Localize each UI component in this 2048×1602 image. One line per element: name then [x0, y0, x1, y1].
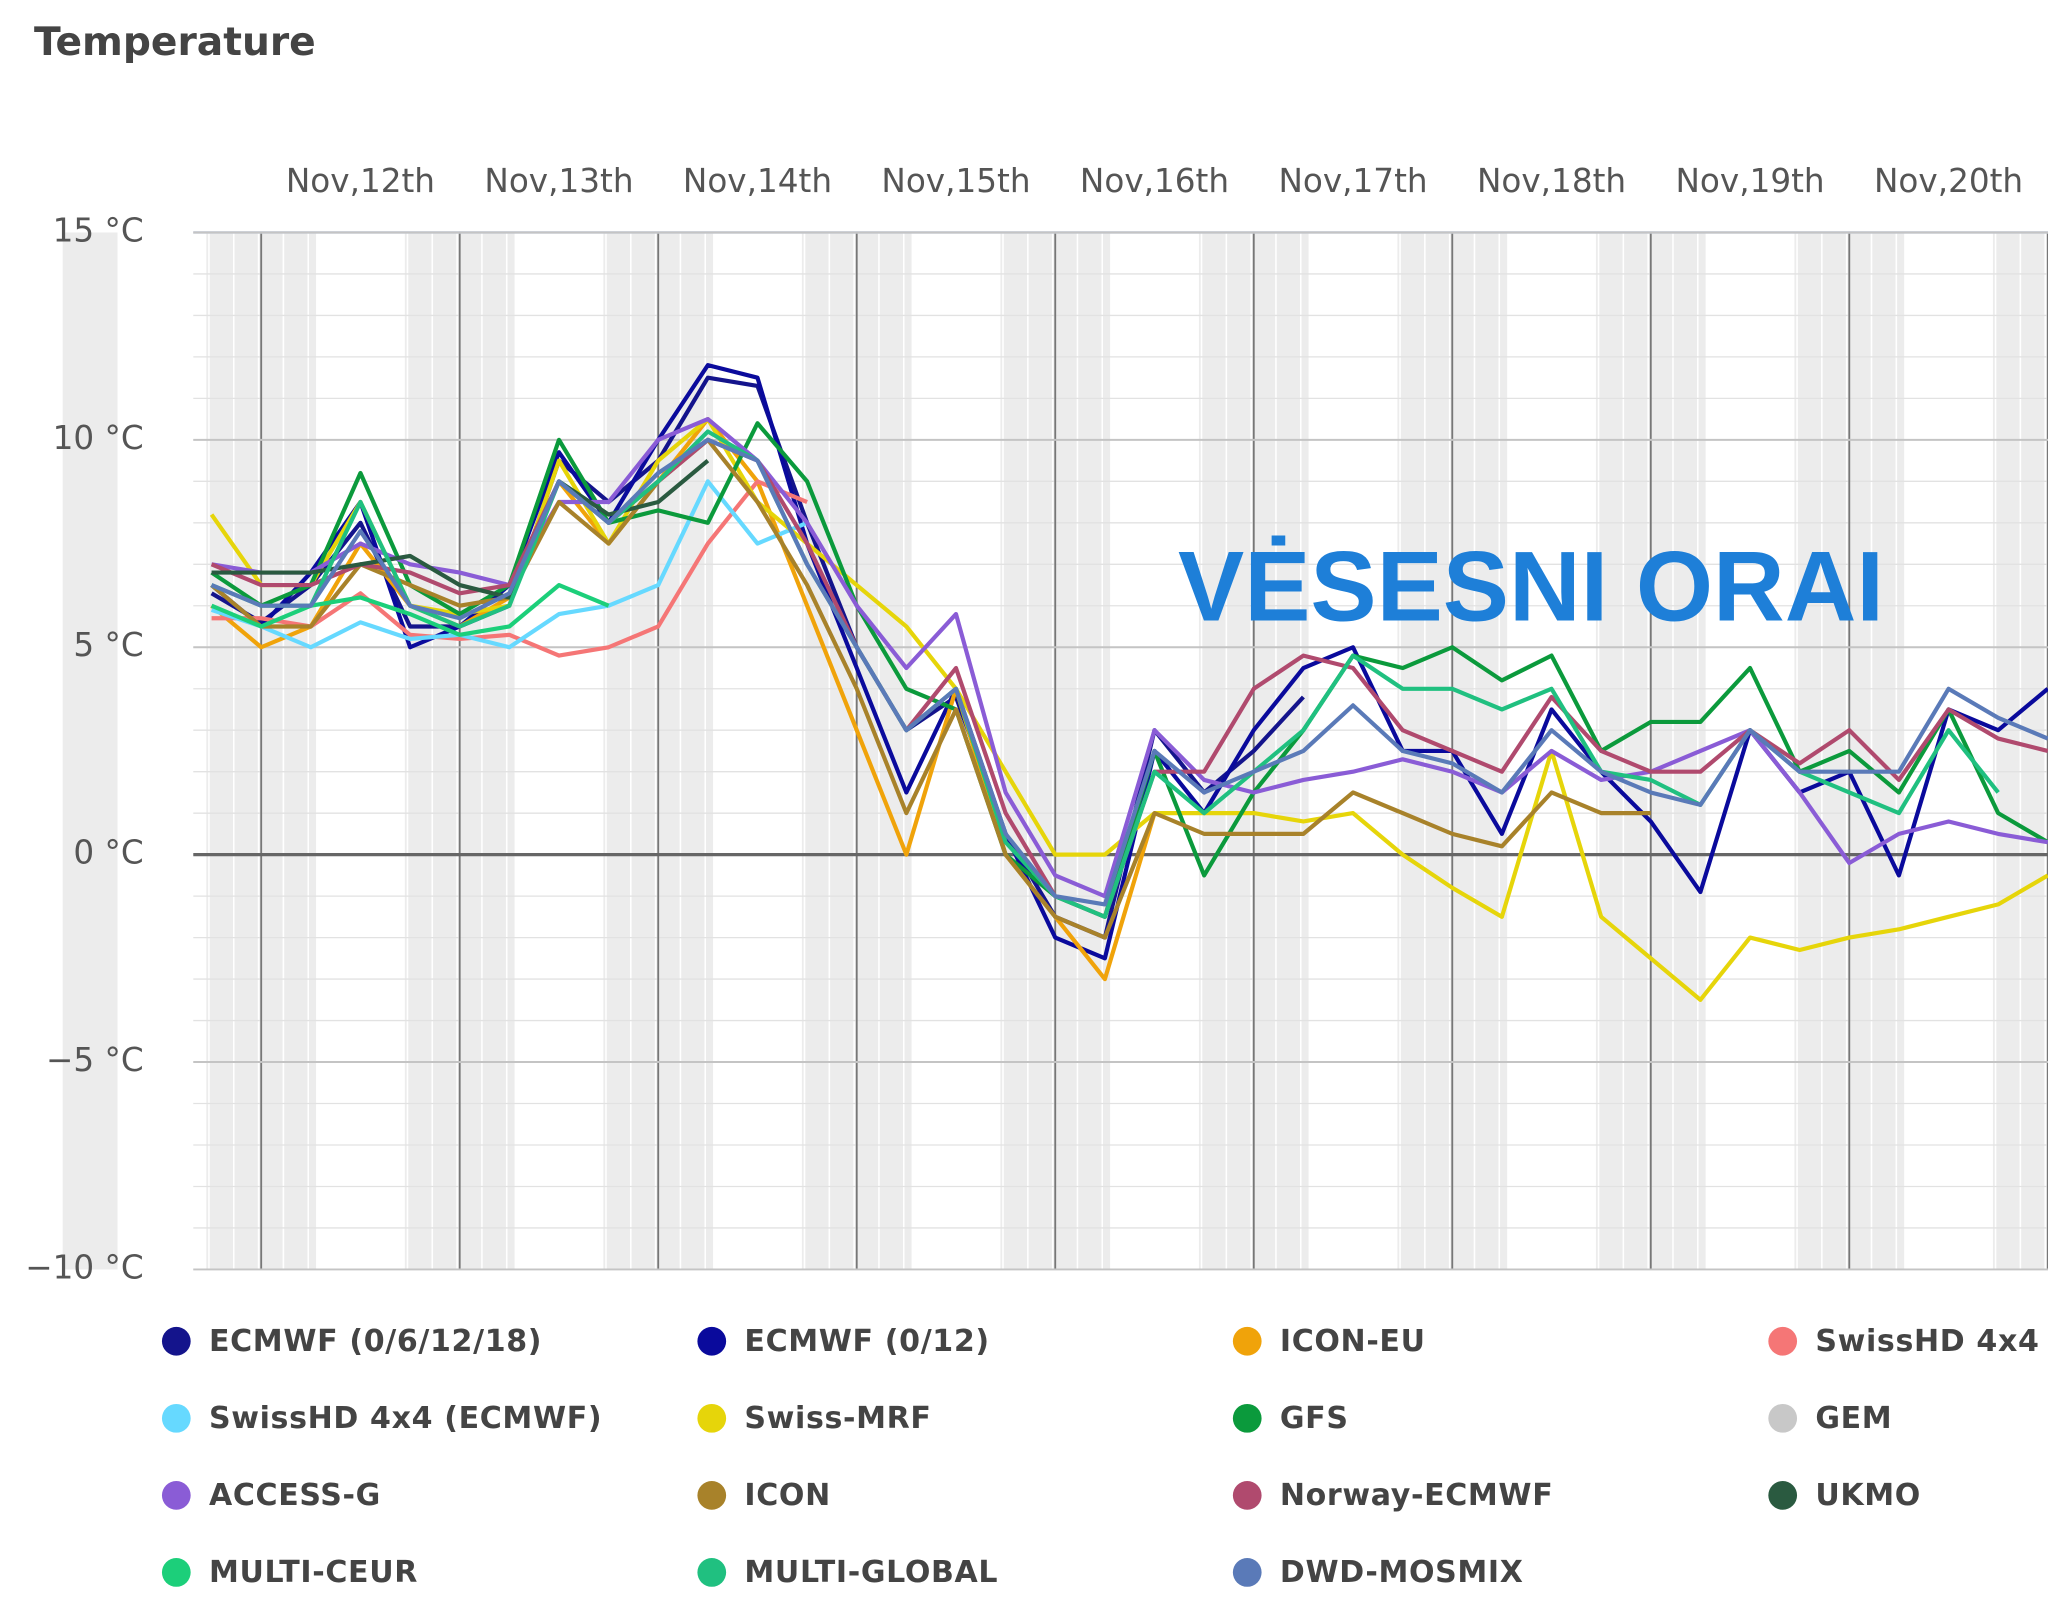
night-band [1849, 232, 1905, 1270]
legend-item[interactable]: SwissHD 4x4 (ECMWF) [161, 1401, 602, 1436]
series-line [210, 479, 808, 650]
night-band [62, 232, 118, 1270]
legend-label: GEM [1815, 1401, 1892, 1436]
chart-body: Temperature 15 °C 10 °C 5 °C 0 °C −5 °C −10 °… [25, 20, 2048, 1590]
legend-label: Norway-ECMWF [1280, 1478, 1553, 1513]
legend-item[interactable]: ACCESS-G [161, 1478, 381, 1513]
legend-label: SwissHD 4x4 (ECMWF) [209, 1401, 602, 1436]
legend-swatch [1232, 1326, 1262, 1356]
x-tick-label: Nov,17th [1278, 162, 1427, 200]
legend-swatch [1232, 1403, 1262, 1433]
annotation: VĖSESNI ORAI [1178, 531, 1884, 642]
series-line [210, 582, 610, 637]
legend-label: Swiss-MRF [744, 1401, 931, 1436]
night-band [261, 232, 317, 1270]
legend-item[interactable]: ECMWF (0/12) [697, 1324, 989, 1359]
legend-swatch [1768, 1403, 1798, 1433]
legend-label: SwissHD 4x4 [1815, 1324, 2039, 1359]
y-tick-label: 10 °C [53, 419, 144, 457]
legend: ECMWF (0/6/12/18) ECMWF (0/12) ICON-EU Swis… [161, 1324, 2039, 1590]
legend-swatch [697, 1403, 727, 1433]
legend-swatch [697, 1481, 727, 1510]
series-lines [209, 363, 2048, 1002]
legend-label: ICON [744, 1478, 830, 1513]
y-tick-label: 5 °C [73, 626, 143, 664]
legend-swatch [1768, 1326, 1798, 1356]
legend-label: ECMWF (0/6/12/18) [209, 1324, 542, 1359]
legend-swatch [161, 1558, 191, 1587]
x-tick-label: Nov,20th [1874, 162, 2023, 200]
legend-swatch [161, 1403, 191, 1433]
x-tick-label: Nov,13th [484, 162, 633, 200]
legend-item[interactable]: SwissHD 4x4 [1768, 1324, 2039, 1359]
series-line [210, 437, 2048, 907]
legend-label: MULTI-GLOBAL [744, 1555, 998, 1590]
x-tick-label: Nov,16th [1080, 162, 1229, 200]
x-tick-label: Nov,14th [683, 162, 832, 200]
night-band [658, 232, 714, 1270]
series-line [210, 437, 1651, 940]
legend-item[interactable]: MULTI-CEUR [161, 1555, 418, 1590]
legend-item[interactable]: ICON-EU [1232, 1324, 1426, 1359]
legend-label: ACCESS-G [209, 1478, 381, 1513]
legend-item[interactable]: MULTI-GLOBAL [697, 1555, 998, 1590]
legend-label: GFS [1280, 1401, 1349, 1436]
legend-label: ICON-EU [1280, 1324, 1426, 1359]
legend-item[interactable]: ECMWF (0/6/12/18) [161, 1324, 542, 1359]
legend-item[interactable]: GFS [1232, 1401, 1349, 1436]
legend-item[interactable]: Norway-ECMWF [1232, 1478, 1554, 1513]
legend-swatch [161, 1481, 191, 1510]
night-band [1055, 232, 1111, 1270]
legend-swatch [1232, 1481, 1262, 1510]
legend-item[interactable]: DWD-MOSMIX [1232, 1555, 1524, 1590]
legend-item[interactable]: ICON [697, 1478, 830, 1513]
legend-label: UKMO [1815, 1478, 1921, 1513]
night-band [459, 232, 515, 1270]
legend-item[interactable]: GEM [1768, 1401, 1892, 1436]
legend-swatch [697, 1326, 727, 1356]
x-tick-label: Nov,12th [286, 162, 435, 200]
y-tick-label: 0 °C [73, 834, 143, 872]
legend-item[interactable]: Swiss-MRF [697, 1401, 931, 1436]
y-tick-label: −5 °C [46, 1041, 144, 1079]
chart-title: Temperature [34, 20, 316, 65]
legend-label: ECMWF (0/12) [744, 1324, 989, 1359]
legend-swatch [697, 1558, 727, 1587]
x-tick-label: Nov,19th [1675, 162, 1824, 200]
legend-swatch [1768, 1481, 1798, 1510]
legend-swatch [161, 1326, 191, 1356]
night-band [1452, 232, 1508, 1270]
y-tick-label: 15 °C [53, 211, 144, 249]
y-tick-label: −10 °C [25, 1248, 143, 1286]
x-tick-label: Nov,15th [881, 162, 1030, 200]
x-tick-label: Nov,18th [1477, 162, 1626, 200]
legend-item[interactable]: UKMO [1768, 1478, 1921, 1513]
legend-label: MULTI-CEUR [209, 1555, 418, 1590]
legend-label: DWD-MOSMIX [1280, 1555, 1524, 1590]
legend-swatch [1232, 1558, 1262, 1587]
